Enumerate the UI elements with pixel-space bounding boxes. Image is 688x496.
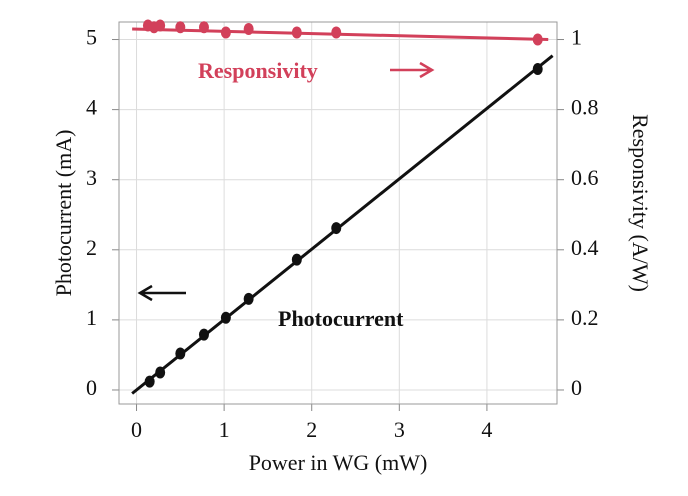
data-point bbox=[291, 26, 302, 39]
x-tick-label: 3 bbox=[394, 417, 405, 442]
y-tick-label: 4 bbox=[86, 95, 97, 120]
x-tick-label: 1 bbox=[219, 417, 230, 442]
y-tick-label: 2 bbox=[86, 235, 97, 260]
data-point bbox=[220, 311, 231, 324]
data-point bbox=[198, 21, 209, 34]
data-point bbox=[331, 222, 342, 235]
y-tick-label: 0 bbox=[86, 375, 97, 400]
data-point bbox=[155, 19, 166, 32]
data-point bbox=[144, 375, 155, 388]
data-point bbox=[198, 328, 209, 341]
y-tick-label: 1 bbox=[86, 305, 97, 330]
x-tick-label: 0 bbox=[131, 417, 142, 442]
y-tick-label: 5 bbox=[86, 25, 97, 50]
data-point bbox=[220, 26, 231, 39]
plot-frame bbox=[118, 21, 558, 405]
arrow bbox=[137, 284, 186, 302]
series-label: Photocurrent bbox=[278, 306, 404, 331]
y-tick-label: 3 bbox=[86, 165, 97, 190]
series-label: Responsivity bbox=[198, 58, 318, 83]
y2-tick-label: 1 bbox=[571, 25, 582, 50]
arrow bbox=[390, 61, 435, 79]
x-axis-label: Power in WG (mW) bbox=[249, 450, 428, 475]
y-axis-label: Photocurrent (mA) bbox=[51, 130, 76, 297]
data-point bbox=[331, 26, 342, 39]
y2-tick-label: 0.4 bbox=[571, 235, 599, 260]
x-tick-label: 4 bbox=[481, 417, 492, 442]
y2-tick-label: 0.8 bbox=[571, 95, 599, 120]
y2-tick-label: 0.2 bbox=[571, 305, 599, 330]
data-point bbox=[243, 292, 254, 305]
x-tick-label: 2 bbox=[306, 417, 317, 442]
data-point bbox=[155, 366, 166, 379]
data-point bbox=[175, 347, 186, 360]
data-point bbox=[291, 253, 302, 266]
data-point bbox=[175, 21, 186, 34]
data-point bbox=[532, 33, 543, 46]
y2-tick-label: 0.6 bbox=[571, 165, 599, 190]
data-point bbox=[243, 23, 254, 36]
y2-tick-label: 0 bbox=[571, 375, 582, 400]
data-point bbox=[532, 62, 543, 75]
y2-axis-label: Responsivity (A/W) bbox=[628, 114, 653, 292]
